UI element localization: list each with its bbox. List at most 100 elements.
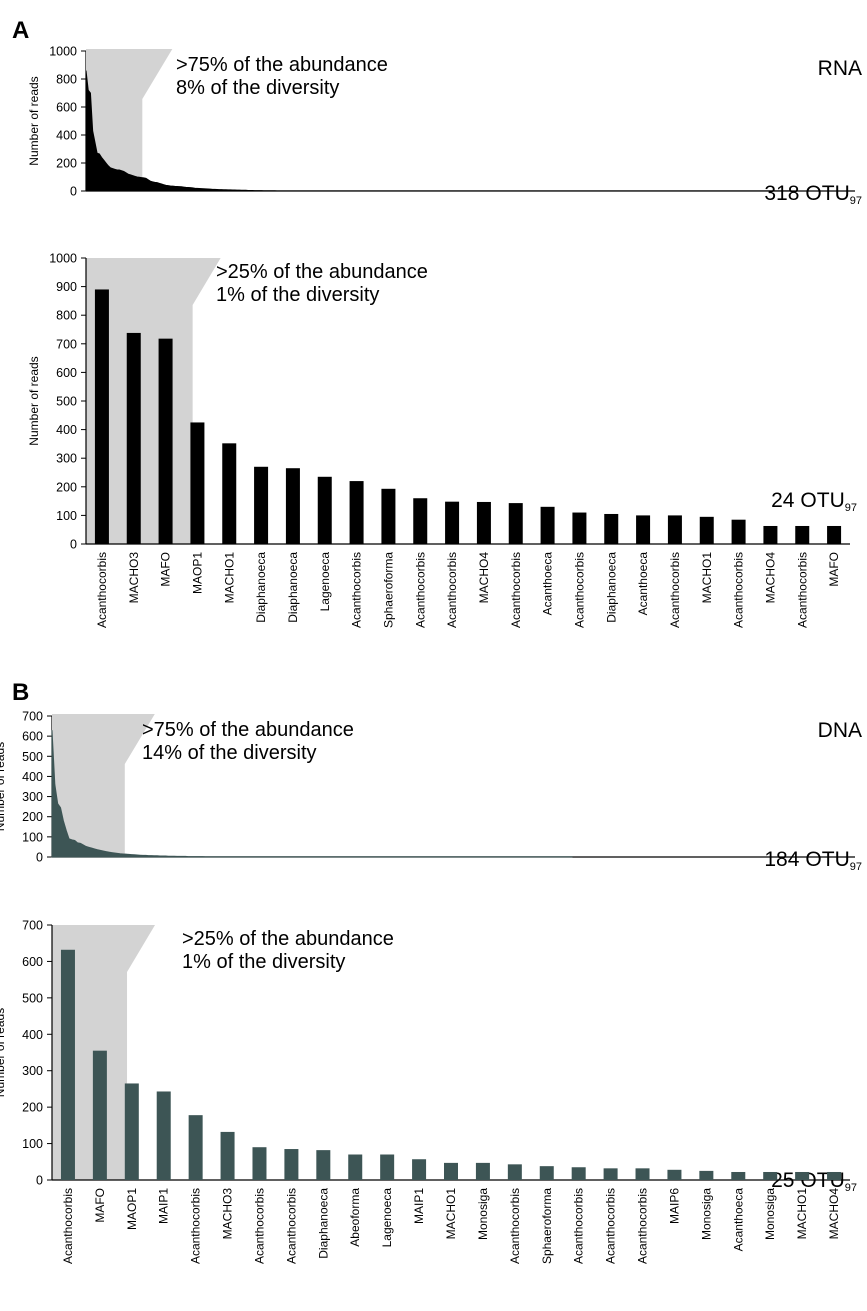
x-tick-label: Sphaeroforma <box>381 552 395 628</box>
bar <box>603 1168 618 1180</box>
bar <box>285 468 300 544</box>
otu-label-b-top: 184 OTU97 <box>764 848 862 873</box>
bar <box>348 1154 363 1180</box>
bar <box>827 525 842 544</box>
bar <box>475 1162 490 1180</box>
x-tick-label: MAFO <box>827 552 841 587</box>
bar <box>156 1091 171 1180</box>
highlight-region <box>86 258 221 544</box>
bar <box>316 1150 331 1180</box>
dna-tag: DNA <box>818 719 862 742</box>
bar <box>317 476 332 544</box>
x-tick-label: Lagenoeca <box>380 1188 394 1248</box>
x-tick-label: MACHO4 <box>827 1188 841 1240</box>
y-tick-label: 300 <box>56 452 77 466</box>
x-tick-label: Acanthocorbis <box>509 552 523 628</box>
otu-sub: 97 <box>845 502 857 514</box>
bar <box>699 516 714 544</box>
x-tick-label: MACHO1 <box>222 552 236 604</box>
x-tick-label: MAOP1 <box>190 552 204 594</box>
bar <box>188 1115 203 1180</box>
y-tick-label: 400 <box>56 423 77 437</box>
bar <box>94 289 109 544</box>
x-tick-label: MAFO <box>159 552 173 587</box>
y-tick-label: 200 <box>56 480 77 494</box>
x-tick-label: Acanthocorbis <box>284 1188 298 1264</box>
y-tick-label: 100 <box>22 1137 43 1151</box>
highlight-region <box>86 49 173 191</box>
x-tick-label: Lagenoeca <box>318 552 332 612</box>
bar <box>731 519 746 544</box>
annotation-line-2: 8% of the diversity <box>176 77 339 99</box>
rna-rank-abundance-area: 0 200 400 600 800 1000 Number of reads >75% of … <box>27 45 855 199</box>
bar <box>252 1147 267 1180</box>
bar <box>60 949 75 1180</box>
bar <box>539 1166 554 1180</box>
x-tick-label: MACHO4 <box>763 552 777 604</box>
bar <box>254 466 269 544</box>
y-tick-label: 300 <box>22 790 43 804</box>
x-tick-label: Diaphanoeca <box>254 552 268 623</box>
y-tick-label: 500 <box>22 750 43 764</box>
y-tick-label: 100 <box>22 830 43 844</box>
otu-number: 184 <box>764 848 799 871</box>
x-tick-label: MAFO <box>93 1188 107 1223</box>
y-tick-label: 300 <box>22 1064 43 1078</box>
bar <box>126 332 141 544</box>
x-tick-label: Monosiga <box>763 1188 777 1240</box>
bar <box>572 512 587 544</box>
annotation-line-2: 1% of the diversity <box>182 951 345 973</box>
bar <box>92 1050 107 1180</box>
panel-letter-b: B <box>12 679 29 706</box>
x-tick-label: MACHO3 <box>221 1188 235 1240</box>
y-tick-label: 0 <box>70 185 77 199</box>
annotation-line-2: 14% of the diversity <box>142 742 317 764</box>
y-tick-label: 0 <box>36 851 43 865</box>
otu-prefix: OTU <box>805 182 849 205</box>
y-tick-label: 0 <box>70 538 77 552</box>
bar <box>540 506 555 544</box>
x-tick-label: Diaphanoeca <box>316 1188 330 1259</box>
y-tick-label: 600 <box>56 366 77 380</box>
bar <box>667 515 682 544</box>
y-tick-label: 900 <box>56 280 77 294</box>
y-tick-label: 200 <box>56 157 77 171</box>
x-tick-label: Diaphanoeca <box>286 552 300 623</box>
y-axis-label: Number of reads <box>27 76 41 165</box>
abundance-area <box>85 70 791 192</box>
otu-label-b-bottom: 25 OTU97 <box>771 1169 857 1194</box>
x-tick-label: Acanthocorbis <box>252 1188 266 1264</box>
bar <box>380 1154 395 1180</box>
bar <box>349 481 364 544</box>
y-tick-label: 800 <box>56 309 77 323</box>
bar <box>381 488 396 544</box>
otu-prefix: OTU <box>800 489 844 512</box>
bar <box>222 443 237 544</box>
x-tick-label: MAOP1 <box>125 1188 139 1230</box>
x-tick-label: Acanthocorbis <box>668 552 682 628</box>
x-tick-label: Acanthoeca <box>731 1188 745 1252</box>
otu-sub: 97 <box>850 195 862 207</box>
y-tick-label: 500 <box>22 991 43 1005</box>
y-tick-label: 0 <box>36 1174 43 1188</box>
dna-rank-abundance-area: 0 100 200 300 400 500 600 700 Number of reads >75… <box>0 710 855 865</box>
otu-sub: 97 <box>845 1182 857 1194</box>
otu-prefix: OTU <box>805 848 849 871</box>
y-axis-label: Number of reads <box>0 1008 7 1097</box>
x-tick-label: Acanthoeca <box>636 552 650 616</box>
y-tick-label: 800 <box>56 73 77 87</box>
x-tick-label: Acanthocorbis <box>604 1188 618 1264</box>
bar <box>507 1164 522 1180</box>
annotation-line-1: >75% of the abundance <box>142 719 354 741</box>
annotation-line-1: >25% of the abundance <box>216 261 428 283</box>
bar <box>635 1168 650 1180</box>
bar <box>412 1159 427 1180</box>
annotation-line-1: >75% of the abundance <box>176 54 388 76</box>
bar <box>795 525 810 544</box>
otu-number: 318 <box>764 182 799 205</box>
bar <box>699 1170 714 1180</box>
y-tick-label: 700 <box>22 919 43 933</box>
bar <box>444 1162 458 1180</box>
x-tick-label: MACHO1 <box>444 1188 458 1240</box>
